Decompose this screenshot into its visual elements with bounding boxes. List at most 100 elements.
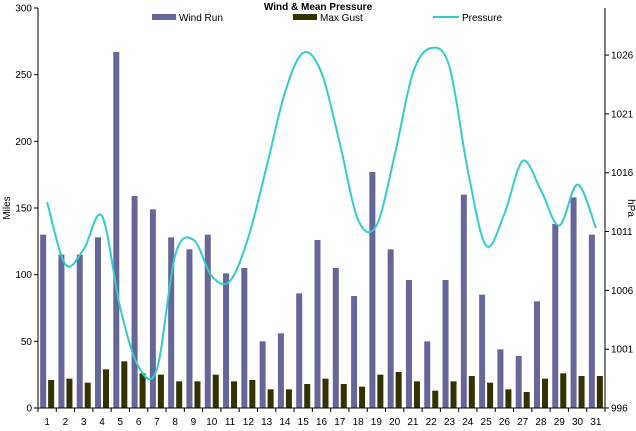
wind-run-bar xyxy=(204,234,211,408)
max-gust-bar xyxy=(523,392,530,408)
max-gust-bar xyxy=(103,369,110,408)
legend: Wind Run Max Gust Pressure xyxy=(152,13,502,24)
max-gust-bar xyxy=(468,376,475,408)
x-tick-label: 26 xyxy=(499,417,511,428)
max-gust-bar xyxy=(84,382,91,408)
max-gust-bar xyxy=(578,376,585,408)
wind-run-bar xyxy=(460,194,467,408)
y2-axis-label: hPa xyxy=(625,199,636,217)
y2-tick-label: 1026 xyxy=(611,51,634,62)
x-tick-label: 11 xyxy=(225,417,236,428)
max-gust-bar xyxy=(139,373,146,408)
wind-run-bar xyxy=(95,237,102,408)
x-tick-label: 30 xyxy=(572,417,584,428)
x-tick-label: 24 xyxy=(462,417,474,428)
pressure-line-group xyxy=(46,46,597,381)
max-gust-bar xyxy=(541,378,548,408)
y-tick-label: 300 xyxy=(15,4,32,15)
tick-labels: 0501001502002503009961001100610111016102… xyxy=(15,4,633,429)
max-gust-bar xyxy=(194,381,201,408)
max-gust-bar xyxy=(176,381,183,408)
max-gust-bar xyxy=(395,372,402,408)
wind-run-bar xyxy=(533,301,540,408)
wind-run-bar xyxy=(351,296,358,408)
max-gust-bar xyxy=(304,384,311,408)
x-tick-label: 15 xyxy=(298,417,310,428)
max-gust-bar xyxy=(505,389,512,408)
y-tick-label: 250 xyxy=(15,70,32,81)
max-gust-bar xyxy=(487,382,494,408)
wind-run-bar xyxy=(40,234,47,408)
wind-run-bar xyxy=(113,52,120,408)
x-tick-label: 8 xyxy=(172,417,178,428)
wind-run-bar xyxy=(497,349,504,408)
legend-swatch xyxy=(293,14,317,20)
wind-run-bar xyxy=(515,356,522,408)
wind-run-bar xyxy=(131,196,138,408)
wind-run-bar xyxy=(277,333,284,408)
max-gust-bar xyxy=(432,390,439,408)
legend-swatch xyxy=(152,14,176,20)
y2-tick-label: 996 xyxy=(611,404,628,415)
pressure-line xyxy=(46,46,597,381)
x-tick-label: 5 xyxy=(118,417,124,428)
max-gust-bar xyxy=(560,373,567,408)
wind-run-bar xyxy=(149,209,156,408)
wind-run-bar xyxy=(259,341,266,408)
x-tick-label: 7 xyxy=(154,417,160,428)
x-tick-label: 22 xyxy=(426,417,438,428)
wind-run-bar xyxy=(369,172,376,408)
wind-run-bar xyxy=(424,341,431,408)
x-tick-label: 31 xyxy=(590,417,602,428)
wind-run-bar xyxy=(58,254,65,408)
x-tick-label: 4 xyxy=(99,417,105,428)
max-gust-bar xyxy=(596,376,603,408)
y-tick-label: 150 xyxy=(15,204,32,215)
wind-run-bar xyxy=(296,293,303,408)
y2-tick-label: 1006 xyxy=(611,286,634,297)
wind-run-bar xyxy=(442,280,449,408)
max-gust-bar xyxy=(212,374,219,408)
y2-tick-label: 1021 xyxy=(611,109,634,120)
wind-run-bar xyxy=(387,249,394,408)
x-tick-label: 9 xyxy=(191,417,197,428)
max-gust-bar xyxy=(377,374,384,408)
wind-run-bar xyxy=(588,234,595,408)
bar-group xyxy=(40,52,603,408)
max-gust-bar xyxy=(267,389,274,408)
wind-run-bar xyxy=(223,273,230,408)
wind-run-bar xyxy=(314,240,321,408)
y-tick-label: 200 xyxy=(15,137,32,148)
x-tick-label: 12 xyxy=(243,417,255,428)
y-tick-label: 100 xyxy=(15,270,32,281)
y2-tick-label: 1011 xyxy=(611,227,633,238)
wind-run-bar xyxy=(332,268,339,408)
legend-label: Wind Run xyxy=(179,13,223,24)
x-tick-label: 6 xyxy=(136,417,142,428)
x-tick-label: 21 xyxy=(407,417,419,428)
max-gust-bar xyxy=(322,378,329,408)
wind-run-bar xyxy=(405,280,412,408)
x-tick-label: 29 xyxy=(554,417,566,428)
max-gust-bar xyxy=(413,381,420,408)
max-gust-bar xyxy=(450,381,457,408)
max-gust-bar xyxy=(121,361,128,408)
max-gust-bar xyxy=(231,381,238,408)
wind-run-bar xyxy=(186,249,193,408)
x-tick-label: 3 xyxy=(81,417,87,428)
y2-tick-label: 1001 xyxy=(611,345,634,356)
x-tick-label: 17 xyxy=(334,417,346,428)
wind-run-bar xyxy=(552,224,559,408)
x-tick-label: 27 xyxy=(517,417,529,428)
max-gust-bar xyxy=(48,380,55,408)
wind-run-bar xyxy=(76,254,83,408)
x-tick-label: 1 xyxy=(44,417,50,428)
x-tick-label: 2 xyxy=(63,417,69,428)
y2-tick-label: 1016 xyxy=(611,168,634,179)
y-tick-label: 50 xyxy=(21,337,33,348)
max-gust-bar xyxy=(157,374,164,408)
max-gust-bar xyxy=(249,380,256,408)
x-tick-label: 25 xyxy=(481,417,493,428)
x-tick-label: 18 xyxy=(353,417,365,428)
